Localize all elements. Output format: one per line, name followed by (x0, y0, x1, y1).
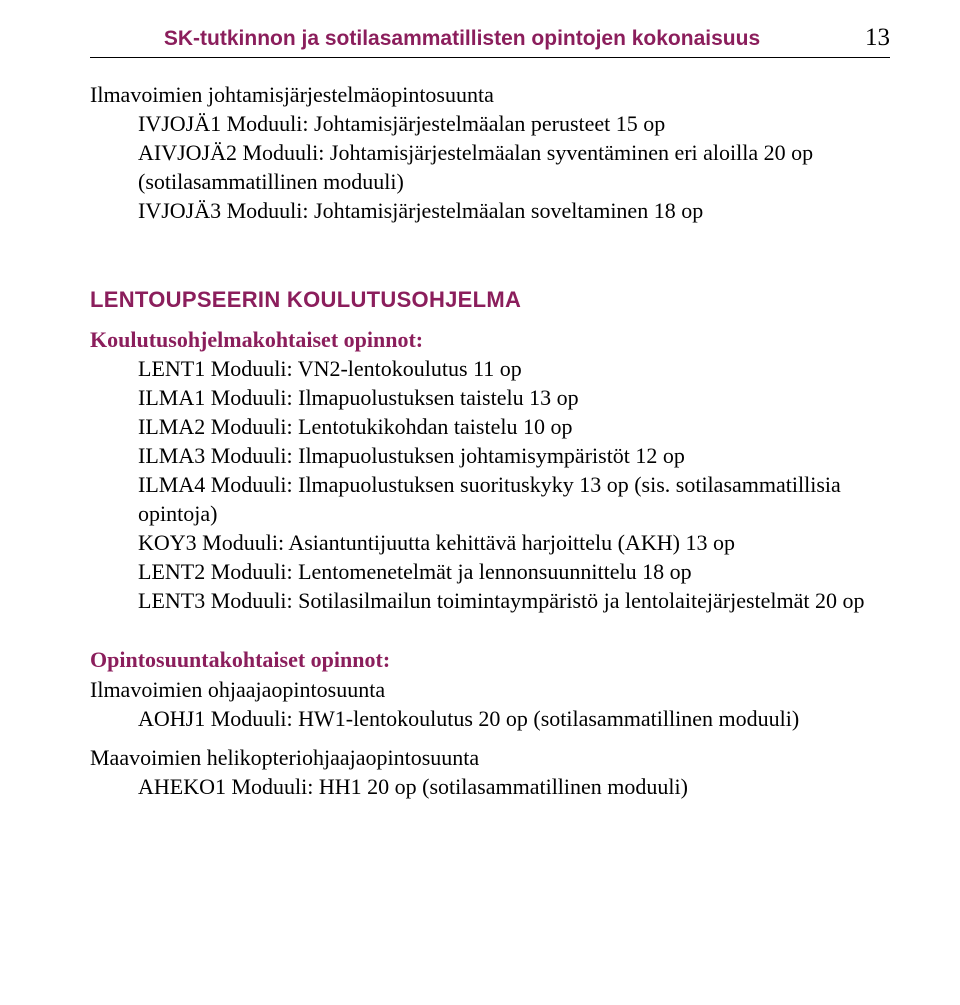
programme-heading: LENTOUPSEERIN KOULUTUSOHJELMA (90, 287, 890, 313)
group2-title: Opintosuuntakohtaiset opinnot: (90, 645, 890, 674)
group2-sub2-item: AHEKO1 Moduuli: HH1 20 op (sotilasammati… (90, 772, 890, 801)
group1-item: KOY3 Moduuli: Asiantuntijuutta kehittävä… (90, 528, 890, 557)
page-header: SK-tutkinnon ja sotilasammatillisten opi… (90, 24, 890, 58)
group1-item: LENT2 Moduuli: Lentomenetelmät ja lennon… (90, 557, 890, 586)
group1-block: Koulutusohjelmakohtaiset opinnot: LENT1 … (90, 325, 890, 615)
intro-item: AIVJOJÄ2 Moduuli: Johtamisjärjestelmäala… (90, 138, 890, 196)
group2-block: Opintosuuntakohtaiset opinnot: Ilmavoimi… (90, 645, 890, 800)
group1-item: LENT1 Moduuli: VN2-lentokoulutus 11 op (90, 354, 890, 383)
page: SK-tutkinnon ja sotilasammatillisten opi… (0, 0, 960, 1005)
group1-item: ILMA1 Moduuli: Ilmapuolustuksen taistelu… (90, 383, 890, 412)
intro-line: Ilmavoimien johtamisjärjestelmäopintosuu… (90, 80, 890, 109)
group2-sub1-item: AOHJ1 Moduuli: HW1-lentokoulutus 20 op (… (90, 704, 890, 733)
page-number: 13 (834, 24, 890, 52)
group2-sub2-line: Maavoimien helikopteriohjaajaopintosuunt… (90, 743, 890, 772)
intro-item: IVJOJÄ3 Moduuli: Johtamisjärjestelmäalan… (90, 196, 890, 225)
group1-item: ILMA4 Moduuli: Ilmapuolustuksen suoritus… (90, 470, 890, 528)
intro-item: IVJOJÄ1 Moduuli: Johtamisjärjestelmäalan… (90, 109, 890, 138)
group2-sub1-line: Ilmavoimien ohjaajaopintosuunta (90, 675, 890, 704)
group1-item: ILMA3 Moduuli: Ilmapuolustuksen johtamis… (90, 441, 890, 470)
page-header-title: SK-tutkinnon ja sotilasammatillisten opi… (90, 27, 834, 51)
group1-item: ILMA2 Moduuli: Lentotukikohdan taistelu … (90, 412, 890, 441)
group1-title: Koulutusohjelmakohtaiset opinnot: (90, 325, 890, 354)
intro-block: Ilmavoimien johtamisjärjestelmäopintosuu… (90, 80, 890, 225)
group1-item: LENT3 Moduuli: Sotilasilmailun toimintay… (90, 586, 890, 615)
